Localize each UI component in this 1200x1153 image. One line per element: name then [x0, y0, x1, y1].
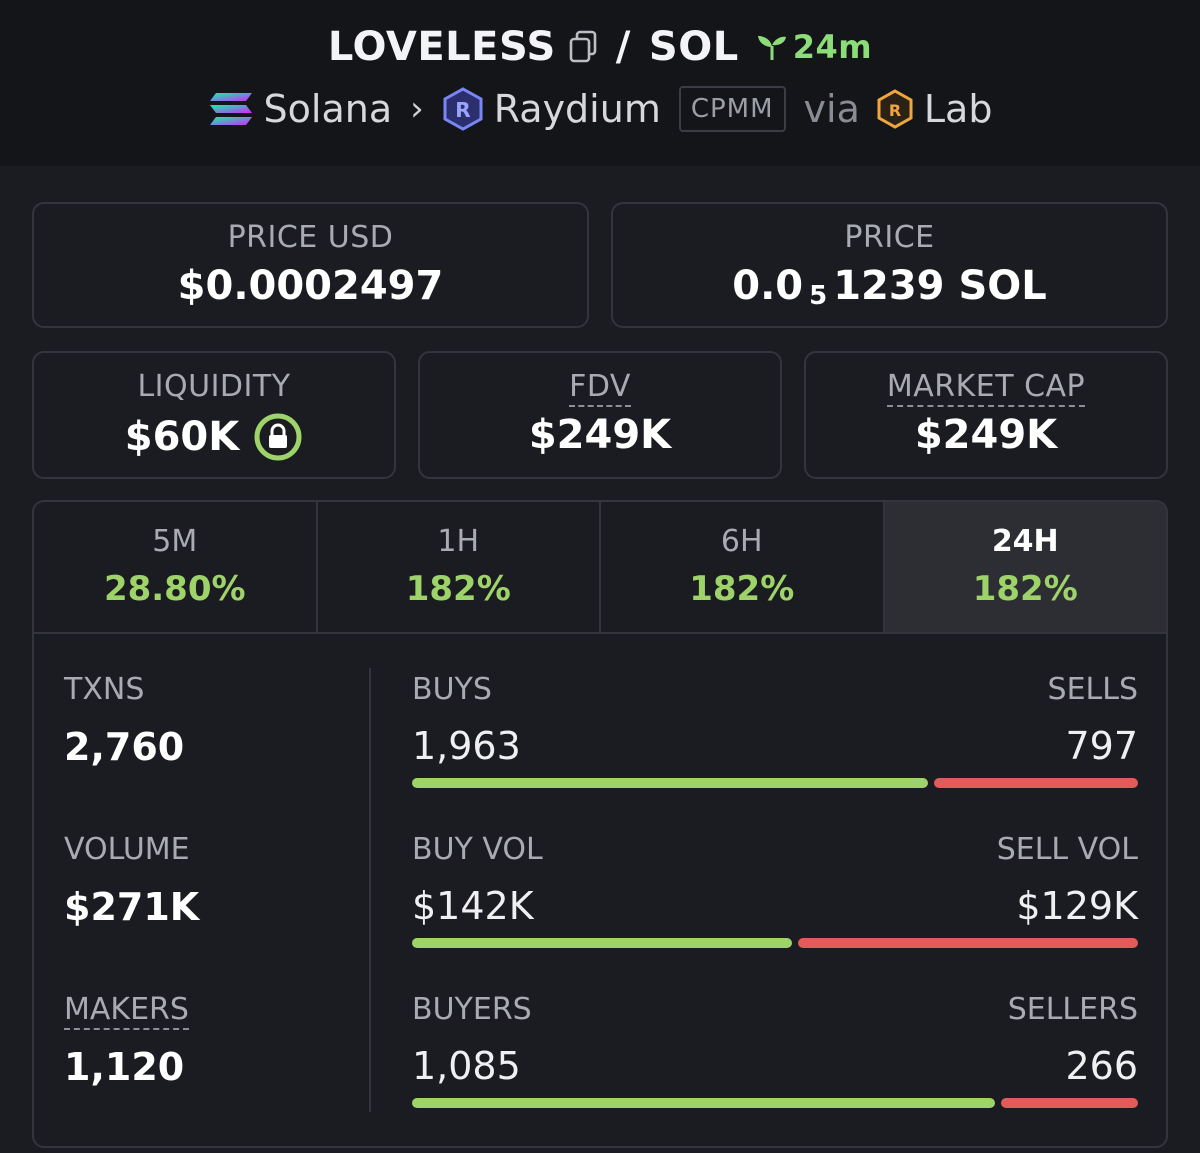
market-cap-value: $249K [914, 412, 1058, 458]
buy-bar [412, 778, 928, 788]
sprout-icon [757, 36, 786, 60]
buys-label: BUYS [412, 672, 492, 707]
buy-sell-ratio-bar [412, 778, 1138, 788]
pair-title: LOVELESS / SOL 24m [0, 24, 1200, 70]
buy-vol-label: BUY VOL [412, 832, 543, 867]
sells-value: 797 [1065, 724, 1138, 768]
token-symbol[interactable]: LOVELESS [327, 24, 556, 70]
fdv-label[interactable]: FDV [569, 369, 631, 407]
price-usd-card: PRICE USD $0.0002497 [32, 202, 589, 328]
tab-label: 1H [437, 524, 480, 559]
sell-bar [934, 778, 1138, 788]
breakdown-row: BUYS SELLS 1,963 797 [412, 672, 1138, 832]
buyers-value: 1,085 [412, 1044, 521, 1088]
tab-label: 24H [991, 524, 1059, 559]
buys-value: 1,963 [412, 724, 521, 768]
raydium-icon: R [442, 87, 484, 131]
liquidity-value: $60K [124, 414, 240, 460]
volume-value: $271K [64, 885, 200, 929]
liquidity-value-row: $60K [34, 412, 394, 462]
chain-name[interactable]: Solana [263, 87, 393, 131]
txns-value: 2,760 [64, 725, 185, 769]
buy-bar [412, 938, 792, 948]
makers-metric: MAKERS 1,120 [64, 992, 364, 1146]
price-native-prefix: 0.0 [732, 263, 804, 309]
price-usd-value: $0.0002497 [177, 263, 444, 309]
sellers-value: 266 [1065, 1044, 1138, 1088]
volume-metric: VOLUME $271K [64, 832, 364, 992]
price-native-digits: 1239 SOL [833, 263, 1047, 309]
buy-sell-ratio-bar [412, 938, 1138, 948]
liquidity-card: LIQUIDITY $60K [32, 351, 396, 479]
sellers-label: SELLERS [1007, 992, 1138, 1027]
via-label: via [803, 87, 860, 131]
tab-label: 5M [152, 524, 198, 559]
fdv-card[interactable]: FDV $249K [418, 351, 782, 479]
buyers-label: BUYERS [412, 992, 532, 1027]
sell-bar [1001, 1098, 1138, 1108]
tab-1h[interactable]: 1H 182% [318, 502, 601, 632]
price-native-card: PRICE 0.0 5 1239 SOL [611, 202, 1168, 328]
pair-separator: / [615, 24, 631, 70]
lab-icon: R [876, 89, 914, 129]
launchpad-name[interactable]: Lab [923, 87, 993, 131]
pair-age: 24m [755, 28, 872, 66]
quote-symbol: SOL [648, 24, 739, 70]
tab-6h[interactable]: 6H 182% [601, 502, 885, 632]
tab-change: 182% [972, 569, 1078, 609]
tab-24h[interactable]: 24H 182% [884, 502, 1166, 632]
buy-bar [412, 1098, 995, 1108]
pair-source: Solana › R Raydium CPMM via R Lab [0, 86, 1200, 132]
fdv-value: $249K [528, 412, 672, 458]
price-native-value: 0.0 5 1239 SOL [613, 263, 1166, 311]
buy-vol-value: $142K [412, 884, 534, 928]
lock-icon[interactable] [253, 412, 303, 462]
price-native-zero-count: 5 [809, 281, 828, 311]
tab-change: 182% [405, 569, 511, 609]
chevron-right-icon: › [410, 89, 424, 129]
tab-label: 6H [720, 524, 763, 559]
dex-name[interactable]: Raydium [493, 87, 661, 131]
pair-header: LOVELESS / SOL 24m [0, 0, 1200, 166]
breakdown-row: BUYERS SELLERS 1,085 266 [412, 992, 1138, 1146]
timeframe-tabs: 5M 28.80% 1H 182% 6H 182% 24H 182% [34, 502, 1166, 634]
price-native-label: PRICE [844, 220, 935, 255]
column-divider [369, 668, 371, 1112]
svg-text:R: R [889, 101, 901, 120]
copy-icon[interactable] [568, 30, 598, 64]
sell-vol-value: $129K [1016, 884, 1138, 928]
makers-label[interactable]: MAKERS [64, 992, 189, 1030]
tab-change: 182% [689, 569, 795, 609]
volume-label: VOLUME [64, 832, 190, 867]
sells-label: SELLS [1047, 672, 1138, 707]
summary-column: TXNS 2,760 VOLUME $271K MAKERS 1,120 [64, 672, 364, 1146]
buy-sell-ratio-bar [412, 1098, 1138, 1108]
price-usd-label: PRICE USD [227, 220, 394, 255]
market-cap-card[interactable]: MARKET CAP $249K [804, 351, 1168, 479]
sell-vol-label: SELL VOL [996, 832, 1138, 867]
pool-type-badge: CPMM [678, 86, 786, 132]
solana-icon [208, 91, 254, 127]
tab-5m[interactable]: 5M 28.80% [34, 502, 318, 632]
txns-metric: TXNS 2,760 [64, 672, 364, 832]
market-cap-label[interactable]: MARKET CAP [886, 369, 1086, 407]
pair-age-value: 24m [792, 28, 873, 66]
txns-label: TXNS [64, 672, 145, 707]
breakdown-row: BUY VOL SELL VOL $142K $129K [412, 832, 1138, 992]
sell-bar [798, 938, 1138, 948]
makers-value: 1,120 [64, 1045, 185, 1089]
tab-change: 28.80% [103, 569, 246, 609]
liquidity-label: LIQUIDITY [137, 369, 291, 404]
breakdown-column: BUYS SELLS 1,963 797 BUY VOL SELL VOL $1… [412, 672, 1138, 1146]
svg-text:R: R [455, 98, 470, 122]
stats-panel: 5M 28.80% 1H 182% 6H 182% 24H 182% TXNS … [32, 500, 1168, 1148]
